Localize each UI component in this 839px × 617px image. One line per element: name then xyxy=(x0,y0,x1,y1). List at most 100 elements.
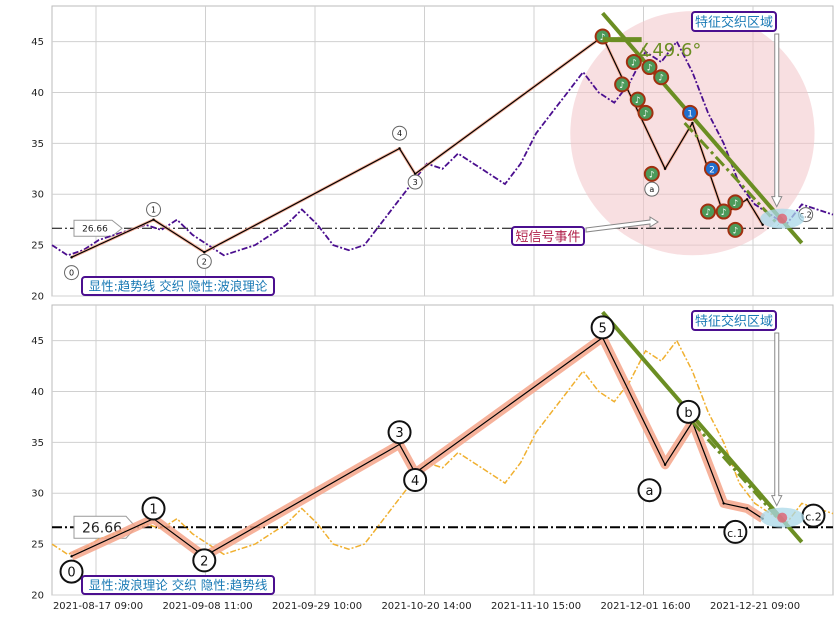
y-tick-label: 25 xyxy=(31,540,44,551)
y-tick-label: 20 xyxy=(31,591,44,602)
wave-label-circle xyxy=(723,519,748,544)
note-marker-glyph: ♪ xyxy=(705,208,711,218)
x-tick-label: 2021-09-29 10:00 xyxy=(272,601,362,612)
trend-line xyxy=(601,310,804,544)
region-label: 特征交织区域 xyxy=(695,15,773,31)
wave-label: 0 xyxy=(67,566,75,581)
wave-label-circle xyxy=(644,181,660,197)
wave-label: 4 xyxy=(397,129,402,138)
note-marker-glyph: ♪ xyxy=(649,170,655,180)
x-tick-label: 2021-11-10 15:00 xyxy=(491,601,581,612)
note-marker-glyph: ♪ xyxy=(658,74,664,84)
wave-label: 4 xyxy=(411,474,419,489)
x-tick-label: 2021-08-17 09:00 xyxy=(53,601,143,612)
wave-label: 5 xyxy=(598,321,606,336)
wave-point xyxy=(691,121,694,125)
wave-label-circle xyxy=(59,559,84,584)
wave-label-circle xyxy=(192,548,217,573)
wave-label-circle xyxy=(146,202,162,218)
wave-point xyxy=(745,198,749,201)
wave-label: 3 xyxy=(395,426,403,441)
wave-label-circle xyxy=(403,468,428,493)
wave-label: c.1 xyxy=(727,527,744,540)
note-marker-glyph: ♪ xyxy=(733,199,739,209)
y-tick-label: 40 xyxy=(31,387,44,398)
event-label-box xyxy=(511,226,585,246)
wave-label: 2 xyxy=(202,257,207,266)
note-marker-glyph: ♪ xyxy=(635,96,641,106)
wave-point xyxy=(722,502,725,505)
event-label: 短信号事件 xyxy=(515,230,580,245)
wave-point xyxy=(413,172,417,176)
legend-text: 显性:趋势线 交织 隐性:波浪理论 xyxy=(89,279,268,294)
note-marker-glyph: ♪ xyxy=(631,58,637,68)
x-tick-label: 2021-10-20 14:00 xyxy=(381,601,471,612)
interleave-region-dot xyxy=(777,512,788,523)
y-tick-label: 35 xyxy=(31,139,44,150)
reference-arrow-box xyxy=(73,219,123,237)
wave-label: 1 xyxy=(151,206,156,215)
note-marker xyxy=(653,69,670,86)
trend-line xyxy=(601,11,804,245)
wave-label: a xyxy=(649,185,654,194)
note-marker xyxy=(641,59,658,76)
wave-label-circle xyxy=(141,496,166,521)
price-series-line xyxy=(51,339,834,556)
wave-label-circle xyxy=(64,265,80,281)
wave-label-circle xyxy=(637,478,662,503)
wave-label: 0 xyxy=(69,269,74,278)
y-tick-label: 30 xyxy=(31,190,44,201)
note-marker xyxy=(614,76,631,93)
trend-line xyxy=(683,122,780,226)
region-label-box xyxy=(691,310,777,331)
wave-label-circle xyxy=(676,399,701,424)
wave-point xyxy=(70,256,73,259)
wave-point xyxy=(663,167,667,171)
x-tick-label: 2021-12-01 16:00 xyxy=(600,601,690,612)
y-tick-label: 45 xyxy=(31,336,44,347)
wave-point xyxy=(203,251,206,254)
numbered-node-label: 2 xyxy=(709,165,715,175)
wave-label: c.2 xyxy=(800,211,812,220)
wave-point xyxy=(761,223,764,226)
wave-label: 2 xyxy=(200,554,208,569)
legend-text: 显性:波浪理论 交织 隐性:趋势线 xyxy=(89,578,268,593)
region-label-box xyxy=(691,11,777,32)
note-marker xyxy=(727,221,744,238)
wave-label: c.2 xyxy=(805,511,822,524)
region-label: 特征交织区域 xyxy=(695,314,773,330)
wave-label-circle xyxy=(392,125,408,141)
note-marker-glyph: ♪ xyxy=(643,109,649,119)
note-marker-glyph: ♪ xyxy=(619,81,625,91)
wave-label-circle xyxy=(590,315,615,340)
x-tick-label: 2021-12-21 09:00 xyxy=(710,601,800,612)
note-marker xyxy=(637,104,654,121)
wave-label: 1 xyxy=(149,503,157,518)
y-tick-label: 20 xyxy=(31,292,44,303)
numbered-node xyxy=(703,160,720,177)
note-marker-glyph: ♪ xyxy=(647,64,653,74)
numbered-node-label: 1 xyxy=(687,109,693,119)
price-series-line xyxy=(51,39,834,257)
reference-value-label: 26.66 xyxy=(82,521,122,537)
y-tick-label: 35 xyxy=(31,438,44,449)
y-tick-label: 40 xyxy=(31,88,44,99)
y-tick-label: 25 xyxy=(31,241,44,252)
wave-label: a xyxy=(645,484,653,499)
trend-line xyxy=(691,421,780,520)
wave-point xyxy=(152,218,155,221)
reference-value-label: 26.66 xyxy=(82,225,108,235)
note-marker xyxy=(625,53,642,70)
note-marker-glyph: ♪ xyxy=(721,208,727,218)
note-marker xyxy=(715,203,732,220)
wave-label-circle xyxy=(407,174,423,190)
region-pointer-arrow xyxy=(770,332,783,507)
numbered-node xyxy=(682,104,699,121)
wave-label: 3 xyxy=(413,178,418,187)
y-tick-label: 45 xyxy=(31,37,44,48)
wave-point xyxy=(70,555,73,558)
legend-box xyxy=(81,276,275,296)
wave-label-circle xyxy=(196,253,212,269)
